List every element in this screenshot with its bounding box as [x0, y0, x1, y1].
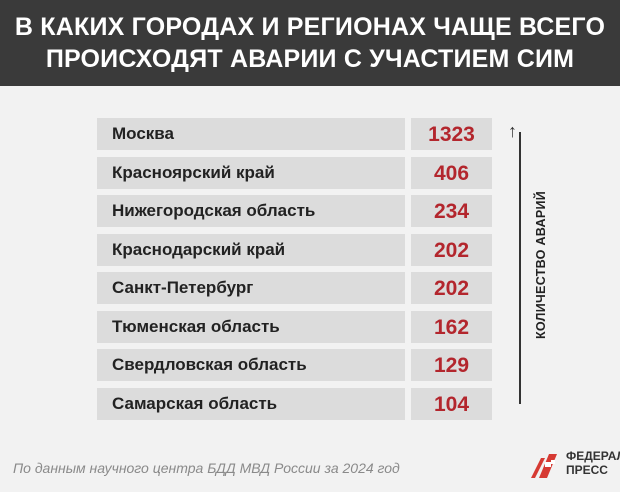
table-row-label: Краснодарский край: [97, 233, 405, 266]
table-row-label: Нижегородская область: [97, 195, 405, 227]
region-name: Самарская область: [112, 393, 278, 413]
arrow-up-icon: ↑: [508, 121, 517, 141]
logo-line-1: ФЕДЕРАЛ: [566, 449, 620, 463]
accident-count: 1323: [411, 118, 492, 150]
federalpress-logo-icon: [531, 454, 557, 478]
logo-text: ФЕДЕРАЛ ПРЕСС: [566, 449, 620, 477]
accident-count: 202: [411, 272, 492, 304]
region-name: Тюменская область: [112, 316, 280, 336]
logo-line-2: ПРЕСС: [566, 463, 608, 477]
table-row-label: Тюменская область: [97, 310, 405, 343]
table-row-label: Красноярский край: [97, 156, 405, 189]
title-line-1: В КАКИХ ГОРОДАХ И РЕГИОНАХ ЧАЩЕ ВСЕГО: [14, 13, 606, 41]
table-row-label: Самарская область: [97, 387, 405, 420]
table-row-label: Санкт-Петербург: [97, 272, 405, 304]
region-name: Краснодарский край: [112, 239, 286, 259]
accident-count: 129: [411, 349, 492, 381]
region-name: Москва: [112, 124, 174, 143]
region-name: Санкт-Петербург: [112, 278, 254, 297]
accident-count: 104: [411, 387, 492, 420]
table-row-label: Москва: [97, 118, 405, 150]
axis-arrow-line: [519, 132, 521, 404]
region-name: Красноярский край: [112, 162, 275, 182]
accident-count: 234: [411, 195, 492, 227]
accident-count: 202: [411, 233, 492, 266]
accident-count: 406: [411, 156, 492, 189]
region-name: Нижегородская область: [112, 201, 316, 220]
region-name: Свердловская область: [112, 355, 307, 374]
accident-count: 162: [411, 310, 492, 343]
value-axis-label: КОЛИЧЕСТВО АВАРИЙ: [534, 190, 548, 340]
header-banner: В КАКИХ ГОРОДАХ И РЕГИОНАХ ЧАЩЕ ВСЕГО ПР…: [0, 0, 620, 86]
source-note: По данным научного центра БДД МВД России…: [13, 460, 400, 476]
table-row-label: Свердловская область: [97, 349, 405, 381]
title-line-2: ПРОИСХОДЯТ АВАРИИ С УЧАСТИЕМ СИМ: [45, 45, 575, 73]
